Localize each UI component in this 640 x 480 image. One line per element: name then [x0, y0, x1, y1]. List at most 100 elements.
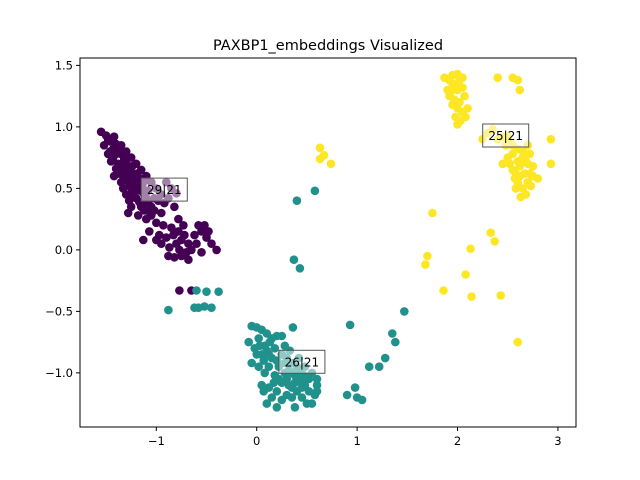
data-point: [207, 239, 216, 248]
data-point: [106, 157, 116, 166]
data-point: [127, 191, 137, 201]
data-point: [129, 184, 139, 193]
data-point: [202, 287, 211, 297]
data-point: [262, 399, 272, 408]
data-point: [290, 403, 300, 412]
data-point: [119, 150, 129, 160]
data-point: [133, 211, 143, 220]
data-point: [118, 184, 128, 193]
data-point: [388, 329, 397, 338]
data-point: [467, 292, 476, 301]
data-point: [310, 186, 320, 196]
data-point: [127, 161, 137, 171]
data-point: [194, 221, 203, 230]
data-point: [307, 399, 317, 408]
data-point: [139, 235, 148, 245]
data-point: [458, 83, 467, 92]
data-point: [272, 387, 282, 396]
data-point: [207, 303, 216, 313]
data-point: [423, 251, 432, 261]
data-point: [461, 112, 470, 122]
cluster-label-box: [140, 177, 188, 202]
data-point: [350, 383, 360, 392]
data-point: [267, 393, 277, 402]
cluster-label-box: [278, 349, 326, 374]
data-point: [315, 154, 325, 164]
axes-frame: [79, 57, 577, 428]
cluster-label-box: [482, 123, 530, 148]
x-tick-label: −1: [148, 434, 165, 448]
data-point: [99, 141, 109, 150]
data-point: [146, 208, 155, 218]
x-tick-label: 3: [554, 434, 561, 448]
data-point: [400, 307, 409, 316]
x-tick-label: 0: [253, 434, 260, 448]
data-point: [180, 230, 189, 240]
data-point: [439, 286, 448, 295]
data-point: [259, 387, 269, 396]
data-point: [295, 264, 305, 273]
chart-title: PAXBP1_embeddings Visualized: [213, 38, 443, 54]
y-tick-label: 1.0: [55, 120, 73, 134]
data-point: [297, 383, 307, 392]
x-tick-label: 1: [353, 434, 360, 448]
y-tick-label: −0.5: [45, 304, 73, 318]
data-point: [486, 228, 496, 237]
data-point: [262, 346, 272, 356]
data-point: [184, 255, 193, 264]
y-tick-label: −1.0: [45, 366, 73, 380]
data-point: [304, 387, 314, 396]
data-point: [345, 320, 355, 330]
data-point: [421, 260, 430, 269]
data-point: [159, 221, 168, 230]
y-tick-label: 0.0: [55, 243, 73, 257]
data-point: [515, 85, 525, 95]
data-point: [312, 374, 322, 384]
data-point: [528, 161, 538, 171]
points-layer: [96, 69, 556, 412]
data-point: [254, 362, 263, 372]
data-point: [342, 390, 352, 400]
data-point: [287, 393, 297, 402]
data-point: [357, 395, 367, 405]
data-point: [174, 214, 183, 224]
data-point: [315, 143, 325, 153]
data-point: [526, 181, 536, 191]
data-point: [192, 239, 201, 248]
data-point: [244, 337, 253, 347]
data-point: [200, 221, 209, 230]
annotations-layer: 29|21 26|21 25|21: [140, 123, 530, 374]
data-point: [525, 149, 535, 159]
data-point: [162, 233, 171, 242]
data-point: [364, 362, 374, 372]
data-point: [493, 73, 503, 82]
y-axis: −1.0 −0.5 0.0 0.5 1.0 1.5: [45, 58, 80, 380]
data-point: [192, 286, 201, 295]
data-point: [380, 353, 390, 363]
data-point: [157, 208, 166, 218]
data-point: [312, 387, 322, 396]
cluster-label: 25|21: [488, 129, 523, 143]
data-point: [179, 221, 188, 230]
y-tick-label: 1.5: [55, 58, 73, 72]
data-point: [109, 132, 119, 141]
data-point: [145, 227, 154, 236]
data-point: [122, 169, 132, 178]
data-point: [277, 331, 287, 341]
data-point: [126, 153, 136, 162]
data-point: [167, 223, 176, 232]
data-point: [460, 91, 469, 101]
data-point: [175, 286, 184, 295]
data-point: [374, 362, 384, 372]
data-point: [498, 159, 508, 169]
data-point: [214, 287, 223, 297]
data-point: [292, 196, 302, 205]
data-point: [194, 303, 203, 313]
data-point: [114, 169, 124, 178]
data-point: [284, 380, 294, 390]
data-point: [451, 82, 460, 91]
data-point: [326, 159, 336, 169]
data-point: [466, 244, 475, 253]
data-point: [190, 230, 199, 240]
